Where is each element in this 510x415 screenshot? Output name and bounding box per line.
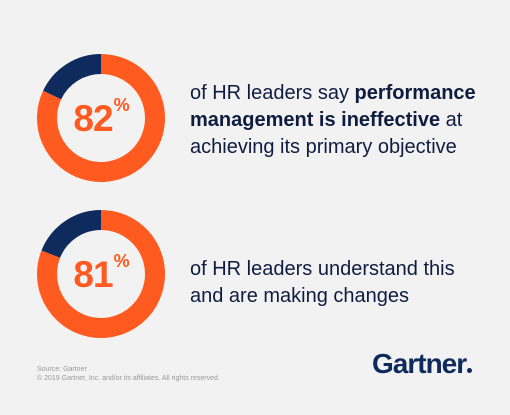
donut-chart-81: 81% (37, 210, 165, 338)
donut-svg-81 (37, 210, 165, 338)
logo-dot (467, 368, 473, 373)
percent-sign: % (113, 95, 130, 115)
percentage-value: 82 (73, 97, 113, 139)
statement-82: of HR leaders say performance management… (190, 80, 495, 161)
percent-sign: % (113, 251, 130, 271)
statement-line-1: of HR leaders understand this (190, 258, 455, 280)
statement-81: of HR leaders understand this and are ma… (190, 256, 495, 310)
gartner-logo: Gartner (372, 348, 473, 379)
donut-value-segment (37, 210, 165, 338)
footer: Source: Gartner © 2019 Gartner, Inc. and… (37, 365, 220, 383)
statement-text-end: at achieving its primary objective (190, 109, 463, 158)
donut-remainder-segment (43, 54, 102, 100)
donut-chart-82: 82% (37, 54, 165, 182)
donut-svg-82 (37, 54, 165, 182)
percentage-label-82: 82% (37, 54, 165, 182)
copyright-note: © 2019 Gartner, Inc. and/or its affiliat… (37, 375, 220, 382)
statement-emphasis: performance management is ineffective (190, 82, 476, 131)
source-note: Source: Gartner (37, 366, 87, 373)
statement-text: of HR leaders say (190, 82, 355, 104)
percentage-value: 81 (73, 253, 113, 295)
statement-line-2: and are making changes (190, 285, 410, 307)
donut-value-segment (37, 54, 165, 182)
percentage-label-81: 81% (37, 210, 165, 338)
logo-text: Gartner (372, 348, 467, 379)
donut-remainder-segment (41, 210, 102, 259)
